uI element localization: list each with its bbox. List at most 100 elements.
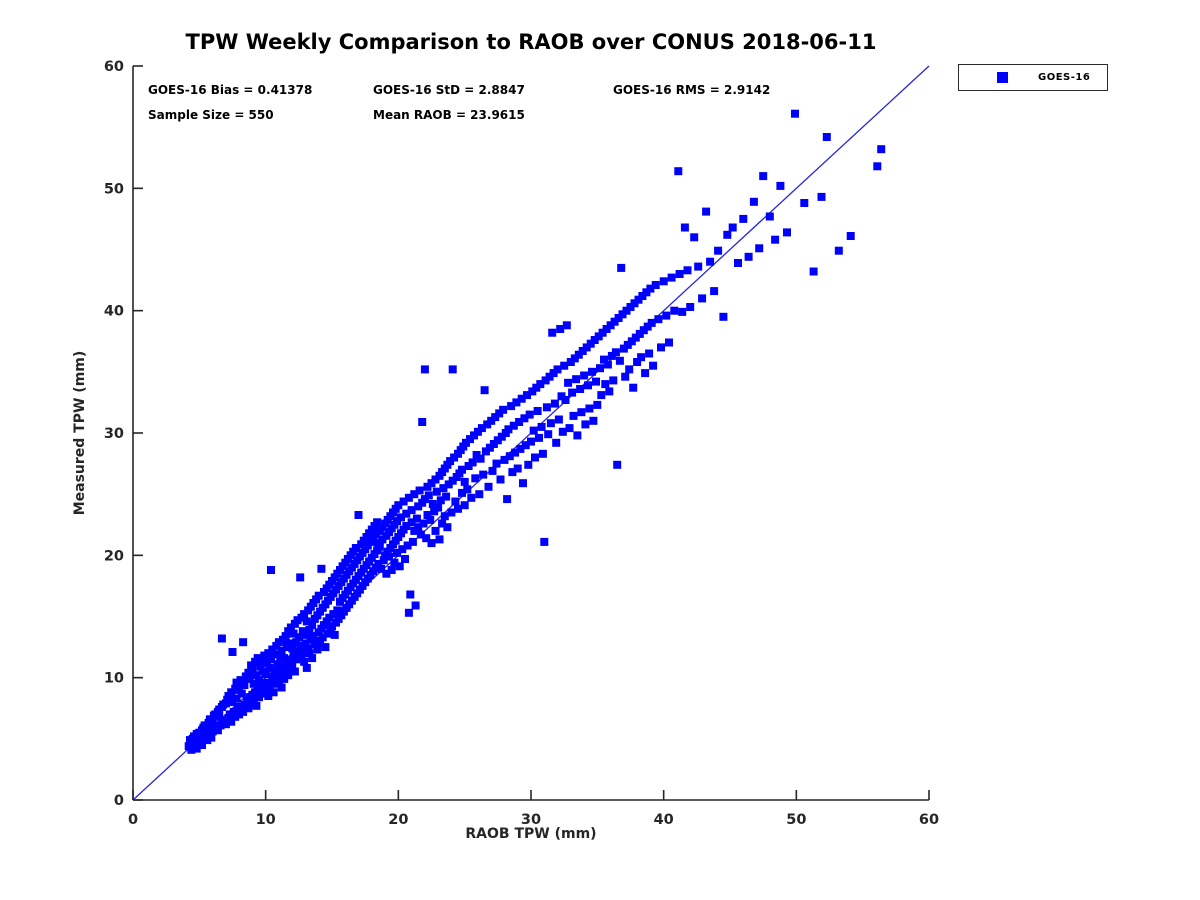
- stat-mean-raob: Mean RAOB = 23.9615: [373, 108, 525, 122]
- scatter-point: [791, 109, 799, 118]
- scatter-point: [524, 460, 533, 469]
- scatter-point: [477, 424, 486, 433]
- scatter-point: [556, 325, 565, 333]
- scatter-point: [239, 638, 248, 647]
- x-tick-label: 30: [521, 812, 541, 828]
- scatter-point: [558, 427, 567, 436]
- scatter-point: [249, 679, 258, 688]
- legend-entry-label: GOES-16: [1038, 72, 1091, 83]
- scatter-point: [288, 661, 297, 670]
- scatter-point: [568, 388, 577, 397]
- scatter-point: [460, 501, 469, 510]
- scatter-point: [744, 252, 753, 261]
- scatter-point: [817, 192, 826, 201]
- scatter-point: [615, 356, 624, 365]
- scatter-point: [710, 287, 719, 296]
- scatter-point: [427, 539, 436, 548]
- scatter-point: [553, 365, 562, 374]
- scatter-point: [264, 692, 273, 700]
- scatter-point: [749, 197, 758, 206]
- scatter-point: [596, 364, 604, 373]
- scatter-point: [670, 306, 679, 315]
- scatter-point: [629, 383, 638, 392]
- scatter-point: [521, 441, 530, 450]
- scatter-point: [580, 371, 589, 380]
- scatter-point: [667, 273, 676, 282]
- scatter-point: [565, 424, 574, 433]
- scatter-point: [274, 677, 283, 686]
- y-axis-label: Measured TPW (mm): [72, 350, 88, 516]
- scatter-point: [443, 523, 452, 532]
- stat-bias: GOES-16 Bias = 0.41378: [148, 83, 313, 97]
- scatter-point: [412, 514, 421, 523]
- scatter-point: [585, 404, 594, 413]
- scatter-point: [621, 372, 630, 381]
- scatter-point: [207, 733, 216, 742]
- scatter-point: [480, 386, 489, 395]
- scatter-point: [499, 405, 508, 414]
- scatter-point: [471, 474, 480, 483]
- scatter-point: [267, 655, 275, 664]
- scatter-point: [633, 358, 642, 366]
- scatter-point: [765, 212, 774, 221]
- scatter-point: [442, 492, 451, 501]
- scatter-point: [597, 391, 606, 400]
- scatter-point: [686, 303, 695, 311]
- scatter-point: [512, 398, 521, 407]
- scatter-point: [252, 671, 261, 680]
- x-tick-label: 60: [919, 812, 939, 828]
- x-tick-label: 10: [256, 812, 276, 828]
- scatter-point: [281, 632, 290, 641]
- scatter-point: [511, 448, 520, 457]
- scatter-point: [228, 648, 237, 656]
- scatter-point: [475, 490, 484, 499]
- scatter-point: [702, 207, 711, 216]
- scatter-point: [316, 638, 325, 647]
- scatter-point: [424, 491, 433, 500]
- scatter-point: [546, 419, 555, 428]
- scatter-point: [509, 421, 518, 430]
- scatter-point: [706, 257, 715, 266]
- scatter-point: [719, 312, 728, 321]
- scatter-point: [484, 482, 493, 491]
- scatter-point: [588, 367, 596, 376]
- scatter-point: [439, 484, 448, 493]
- scatter-point: [271, 650, 279, 659]
- scatter-point: [680, 223, 689, 232]
- scatter-point: [613, 460, 622, 469]
- scatter-point: [605, 387, 614, 396]
- scatter-point: [227, 717, 236, 726]
- scatter-point: [609, 376, 618, 385]
- scatter-point: [520, 414, 529, 423]
- scatter-point: [402, 509, 411, 518]
- scatter-point: [657, 343, 665, 352]
- legend-square-marker-icon: [997, 72, 1008, 83]
- scatter-point: [298, 646, 307, 655]
- y-tick-label: 60: [104, 59, 124, 75]
- scatter-point: [271, 666, 279, 675]
- scatter-point: [395, 562, 404, 571]
- scatter-point: [771, 235, 780, 244]
- scatter-point: [377, 564, 386, 573]
- scatter-point: [313, 645, 322, 654]
- scatter-point: [261, 670, 270, 678]
- scatter-point: [592, 377, 600, 386]
- scatter-point: [734, 259, 742, 267]
- scatter-point: [296, 641, 305, 650]
- scatter-point: [662, 311, 671, 320]
- scatter-point: [800, 199, 809, 207]
- scatter-point: [255, 676, 263, 685]
- scatter-point: [280, 654, 289, 663]
- scatter-point: [269, 688, 278, 697]
- scatter-point: [698, 294, 707, 303]
- scatter-point: [308, 654, 317, 663]
- scatter-point: [601, 380, 610, 389]
- scatter-point: [434, 503, 443, 512]
- scatter-point: [244, 704, 253, 713]
- scatter-point: [505, 452, 514, 461]
- scatter-point: [508, 468, 517, 477]
- scatter-point: [577, 408, 586, 417]
- scatter-point: [519, 479, 527, 488]
- scatter-point: [822, 133, 831, 141]
